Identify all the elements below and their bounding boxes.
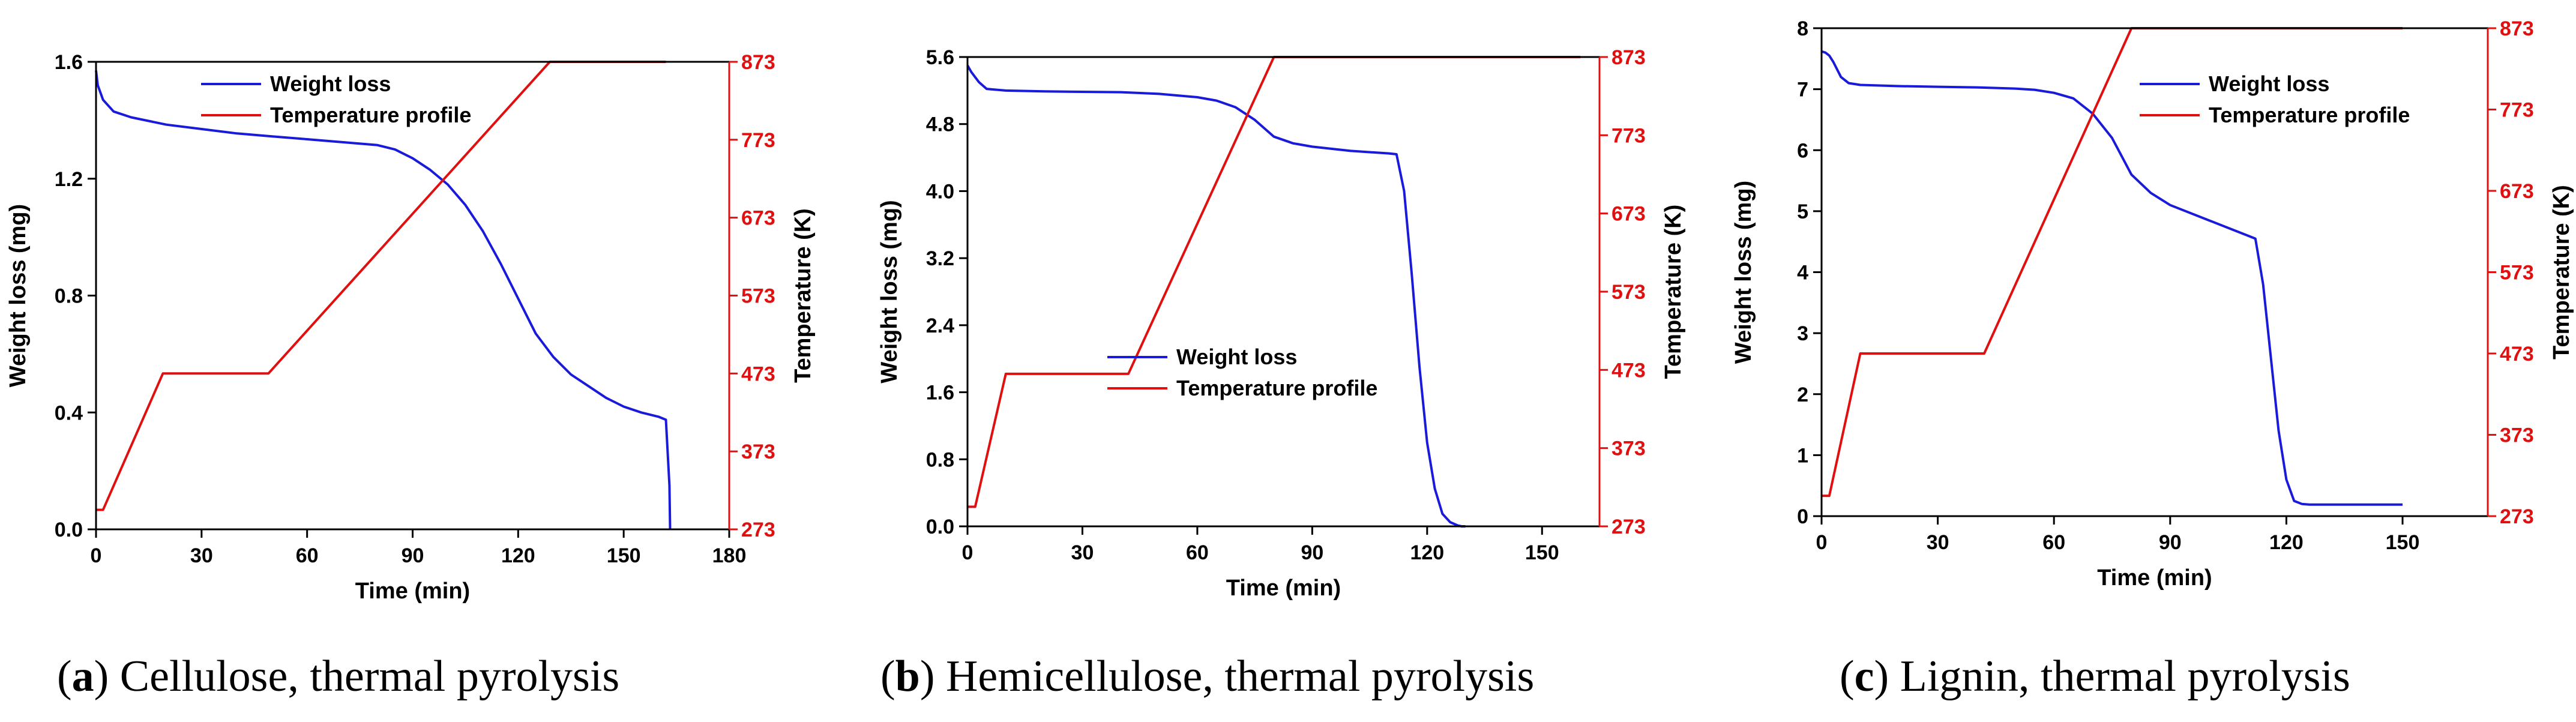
x-tick-label: 0 — [1816, 531, 1828, 554]
y2-tick-label: 473 — [2500, 343, 2534, 366]
x-tick-label: 120 — [501, 544, 535, 567]
caption-c-text: ) Lignin, thermal pyrolysis — [1874, 652, 2350, 701]
x-tick-label: 0 — [962, 541, 974, 564]
legend-label: Weight loss — [270, 71, 391, 96]
temperature-profile-line — [96, 61, 666, 511]
x-tick-label: 60 — [1186, 541, 1209, 564]
y-tick-label: 0.8 — [55, 285, 83, 308]
x-tick-label: 30 — [1927, 531, 1949, 554]
y-tick-label: 4.0 — [926, 180, 954, 203]
y2-tick-label: 773 — [741, 129, 775, 152]
x-tick-label: 60 — [296, 544, 319, 567]
caption-c: (c) Lignin, thermal pyrolysis — [1840, 652, 2350, 701]
y-tick-label: 1.6 — [55, 51, 83, 74]
y2-tick-label: 773 — [2500, 99, 2534, 122]
x-tick-label: 150 — [607, 544, 641, 567]
y-tick-label: 0.8 — [926, 448, 954, 471]
y-tick-label: 5.6 — [926, 46, 954, 69]
y-tick-label: 1.6 — [926, 382, 954, 405]
x-tick-label: 150 — [1525, 541, 1559, 564]
x-tick-label: 120 — [1410, 541, 1444, 564]
y-axis-label: Weight loss (mg) — [877, 200, 902, 383]
y-tick-label: 0.0 — [926, 516, 954, 538]
y-tick-label: 3.2 — [926, 247, 954, 270]
y-axis-label: Weight loss (mg) — [5, 204, 31, 387]
y2-tick-label: 273 — [1612, 516, 1646, 538]
x-axis-label: Time (min) — [1226, 576, 1341, 601]
y-tick-label: 1.2 — [55, 168, 83, 191]
y2-tick-label: 573 — [741, 285, 775, 308]
chart-panel-a: 0 30 60 90 120 150 180 0.0 0.4 0.8 1.2 1.6 273 373 473… — [5, 51, 816, 604]
y2-tick-label: 673 — [2500, 180, 2534, 203]
caption-b-text: ) Hemicellulose, thermal pyrolysis — [919, 652, 1535, 701]
y-tick-label: 0.4 — [55, 402, 83, 424]
y-tick-label: 8 — [1797, 17, 1808, 40]
x-tick-label: 30 — [190, 544, 213, 567]
y2-tick-label: 673 — [1612, 203, 1646, 226]
x-tick-label: 60 — [2042, 531, 2065, 554]
y-tick-label: 4 — [1797, 262, 1808, 284]
y-tick-label: 2 — [1797, 384, 1808, 406]
legend-label: Temperature profile — [270, 103, 471, 127]
x-tick-label: 30 — [1071, 541, 1094, 564]
weight-loss-line — [1821, 50, 2403, 506]
x-tick-label: 90 — [402, 544, 424, 567]
y2-axis-label: Temperature (K) — [790, 208, 816, 383]
y-tick-label: 0 — [1797, 505, 1808, 528]
y-tick-label: 0.0 — [55, 519, 83, 541]
y2-tick-label: 373 — [1612, 438, 1646, 460]
y2-tick-label: 673 — [741, 207, 775, 230]
caption-a-text: ) Cellulose, thermal pyrolysis — [94, 652, 620, 701]
x-tick-label: 90 — [2159, 531, 2182, 554]
y2-tick-label: 773 — [1612, 124, 1646, 147]
legend-label: Weight loss — [2209, 71, 2329, 96]
y2-tick-label: 573 — [1612, 281, 1646, 304]
y2-axis-label: Temperature (K) — [1661, 205, 1686, 379]
y-tick-label: 5 — [1797, 200, 1808, 223]
y2-tick-label: 573 — [2500, 262, 2534, 284]
y-tick-label: 6 — [1797, 139, 1808, 162]
legend-label: Temperature profile — [1176, 376, 1377, 400]
y-tick-label: 4.8 — [926, 113, 954, 136]
caption-b-letter: b — [895, 652, 920, 701]
y-tick-label: 3 — [1797, 322, 1808, 345]
y2-tick-label: 873 — [1612, 46, 1646, 69]
caption-a: (a) Cellulose, thermal pyrolysis — [57, 652, 620, 701]
y2-tick-label: 873 — [741, 51, 775, 74]
x-tick-label: 0 — [91, 544, 102, 567]
weight-loss-line — [95, 70, 672, 530]
y2-tick-label: 473 — [1612, 359, 1646, 382]
y-axis-label: Weight loss (mg) — [1731, 181, 1756, 364]
y-tick-label: 7 — [1797, 79, 1808, 101]
chart-panel-c: 0 30 60 90 120 150 0 1 2 3 4 5 6 7 8 273 373 473 573 673 773… — [1731, 17, 2574, 591]
temperature-profile-line — [968, 56, 1581, 508]
x-tick-label: 150 — [2386, 531, 2420, 554]
chart-panel-b: 0 30 60 90 120 150 0.0 0.8 1.6 2.4 3.2 4.0 4.8 5.6 273… — [877, 46, 1686, 601]
legend-label: Temperature profile — [2209, 103, 2410, 127]
y2-axis-label: Temperature (K) — [2549, 185, 2574, 359]
y2-tick-label: 373 — [741, 441, 775, 463]
legend-label: Weight loss — [1176, 344, 1297, 369]
caption-b: (b) Hemicellulose, thermal pyrolysis — [880, 652, 1535, 701]
x-axis-label: Time (min) — [355, 579, 470, 604]
y2-tick-label: 373 — [2500, 424, 2534, 447]
y2-tick-label: 473 — [741, 363, 775, 385]
y2-tick-label: 273 — [741, 519, 775, 541]
y-tick-label: 2.4 — [926, 314, 954, 337]
y-tick-label: 1 — [1797, 444, 1808, 467]
caption-c-letter: c — [1854, 652, 1874, 701]
caption-a-letter: a — [71, 652, 94, 701]
y2-tick-label: 873 — [2500, 17, 2534, 40]
x-tick-label: 180 — [712, 544, 747, 567]
x-tick-label: 90 — [1301, 541, 1323, 564]
y2-tick-label: 273 — [2500, 505, 2534, 528]
weight-loss-line — [966, 65, 1466, 528]
x-tick-label: 120 — [2269, 531, 2304, 554]
x-axis-label: Time (min) — [2097, 565, 2212, 591]
temperature-profile-line — [1822, 27, 2403, 498]
